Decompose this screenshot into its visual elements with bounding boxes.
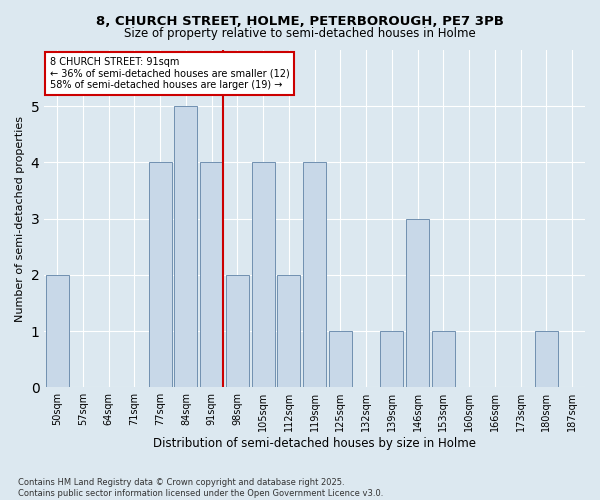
- Bar: [303, 162, 326, 387]
- Y-axis label: Number of semi-detached properties: Number of semi-detached properties: [15, 116, 25, 322]
- Text: Size of property relative to semi-detached houses in Holme: Size of property relative to semi-detach…: [124, 28, 476, 40]
- Text: Contains HM Land Registry data © Crown copyright and database right 2025.
Contai: Contains HM Land Registry data © Crown c…: [18, 478, 383, 498]
- Text: 8, CHURCH STREET, HOLME, PETERBOROUGH, PE7 3PB: 8, CHURCH STREET, HOLME, PETERBOROUGH, P…: [96, 15, 504, 28]
- Bar: [329, 331, 352, 387]
- X-axis label: Distribution of semi-detached houses by size in Holme: Distribution of semi-detached houses by …: [153, 437, 476, 450]
- Text: 8 CHURCH STREET: 91sqm
← 36% of semi-detached houses are smaller (12)
58% of sem: 8 CHURCH STREET: 91sqm ← 36% of semi-det…: [50, 56, 289, 90]
- Bar: [251, 162, 275, 387]
- Bar: [175, 106, 197, 387]
- Bar: [432, 331, 455, 387]
- Bar: [149, 162, 172, 387]
- Bar: [380, 331, 403, 387]
- Bar: [226, 275, 249, 387]
- Bar: [406, 218, 429, 387]
- Bar: [46, 275, 69, 387]
- Bar: [200, 162, 223, 387]
- Bar: [535, 331, 558, 387]
- Bar: [277, 275, 301, 387]
